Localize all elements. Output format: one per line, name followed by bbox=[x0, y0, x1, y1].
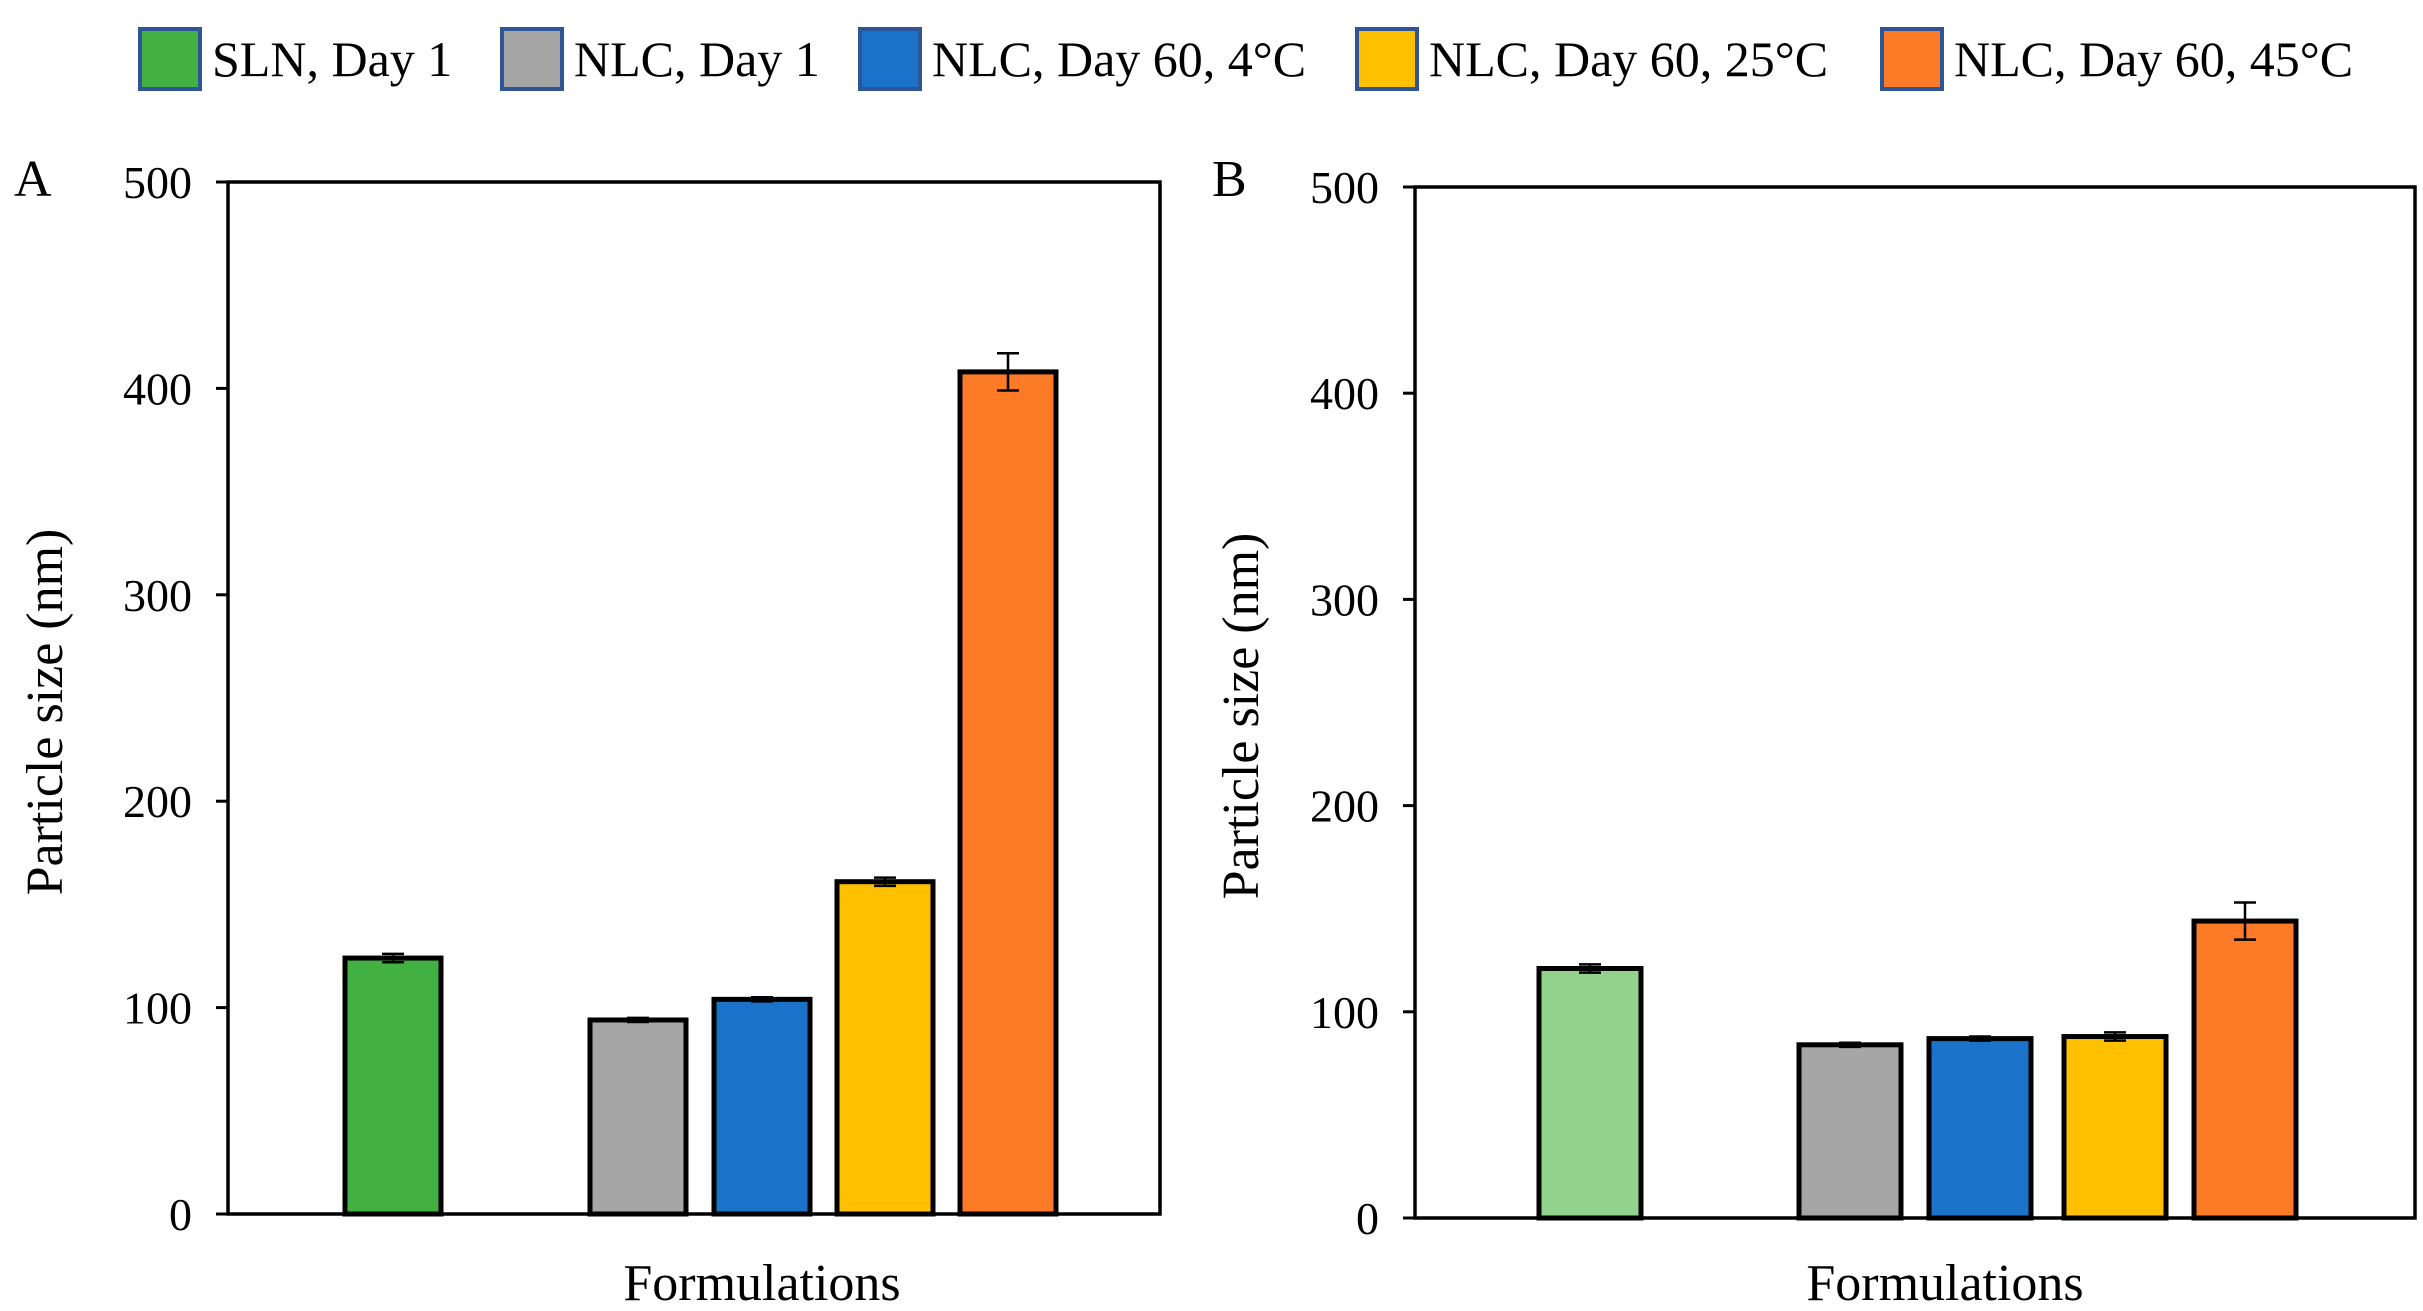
panel-b-error-bar-1 bbox=[1579, 963, 1601, 974]
panel-b: B Particle size (nm) Formulations 0 100 20… bbox=[1212, 151, 2417, 1311]
legend-label: SLN, Day 1 bbox=[212, 31, 453, 87]
panel-b-plot-frame bbox=[1413, 185, 2417, 1220]
panel-b-bar-3 bbox=[1926, 1036, 2034, 1221]
panel-b-error-bar-4 bbox=[2104, 1031, 2126, 1042]
panel-a-error-bar-3 bbox=[751, 996, 773, 1003]
panel-a: A Particle size (nm) Formulations 0 100 20… bbox=[14, 151, 1162, 1311]
legend-swatch bbox=[1355, 27, 1419, 91]
legend-item-nlc-day1: NLC, Day 1 bbox=[500, 24, 820, 94]
panel-b-error-bar-5 bbox=[2234, 901, 2256, 941]
panel-b-y-axis-title: Particle size (nm) bbox=[1213, 533, 1270, 900]
legend-swatch bbox=[138, 27, 202, 91]
panel-a-y-tick-label: 100 bbox=[123, 983, 192, 1034]
panel-b-y-tick-label: 100 bbox=[1310, 987, 1379, 1038]
panel-b-x-axis-title: Formulations bbox=[1806, 1255, 2083, 1311]
panel-a-y-tick-label: 0 bbox=[169, 1189, 192, 1240]
panel-a-bar-5 bbox=[957, 369, 1059, 1217]
panel-a-x-axis-title: Formulations bbox=[623, 1255, 900, 1311]
panel-a-y-tick-label: 500 bbox=[123, 157, 192, 208]
panel-a-letter: A bbox=[14, 151, 52, 208]
panel-a-y-tick-label: 300 bbox=[123, 570, 192, 621]
legend-swatch bbox=[1880, 27, 1944, 91]
panel-b-y-tick-label: 500 bbox=[1310, 162, 1379, 213]
legend-label: NLC, Day 60, 25°C bbox=[1429, 31, 1829, 87]
legend-item-sln-day1: SLN, Day 1 bbox=[138, 24, 452, 94]
panel-b-bar-5 bbox=[2191, 918, 2299, 1221]
panel-b-y-tick-label: 400 bbox=[1310, 368, 1379, 419]
panel-a-y-tick-label: 400 bbox=[123, 363, 192, 414]
panel-b-letter: B bbox=[1212, 151, 1247, 208]
panel-a-bar-2 bbox=[587, 1017, 689, 1217]
panel-b-y-tick-label: 0 bbox=[1356, 1193, 1379, 1244]
legend-label: NLC, Day 60, 45°C bbox=[1954, 31, 2354, 87]
panel-a-error-bar-1 bbox=[382, 952, 404, 964]
panel-a-y-axis-title: Particle size (nm) bbox=[17, 529, 74, 896]
legend-item-nlc-day60-45c: NLC, Day 60, 45°C bbox=[1880, 24, 2353, 94]
panel-a-error-bar-2 bbox=[627, 1016, 649, 1024]
panel-b-error-bar-3 bbox=[1969, 1035, 1991, 1042]
panel-a-error-bar-5 bbox=[997, 352, 1019, 392]
chart-legend: SLN, Day 1 NLC, Day 1 NLC, Day 60, 4°C N… bbox=[0, 0, 2423, 120]
legend-item-nlc-day60-4c: NLC, Day 60, 4°C bbox=[858, 24, 1306, 94]
legend-swatch bbox=[858, 27, 922, 91]
panel-b-y-tick-label: 300 bbox=[1310, 574, 1379, 625]
panel-a-error-bar-4 bbox=[874, 876, 896, 888]
legend-label: NLC, Day 60, 4°C bbox=[932, 31, 1307, 87]
panel-a-bar-4 bbox=[834, 879, 936, 1217]
panel-b-error-bar-2 bbox=[1839, 1041, 1861, 1049]
panel-a-bar-3 bbox=[711, 996, 813, 1217]
legend-swatch bbox=[500, 27, 564, 91]
panel-a-plot-frame bbox=[226, 180, 1162, 1216]
panel-b-y-tick-label: 200 bbox=[1310, 781, 1379, 832]
panel-b-bar-2 bbox=[1796, 1042, 1904, 1221]
panel-a-bar-1 bbox=[342, 955, 444, 1217]
legend-label: NLC, Day 1 bbox=[574, 31, 820, 87]
legend-item-nlc-day60-25c: NLC, Day 60, 25°C bbox=[1355, 24, 1828, 94]
panel-b-bar-4 bbox=[2061, 1034, 2169, 1221]
panel-b-bar-1 bbox=[1536, 965, 1644, 1221]
panel-a-y-tick-label: 200 bbox=[123, 776, 192, 827]
